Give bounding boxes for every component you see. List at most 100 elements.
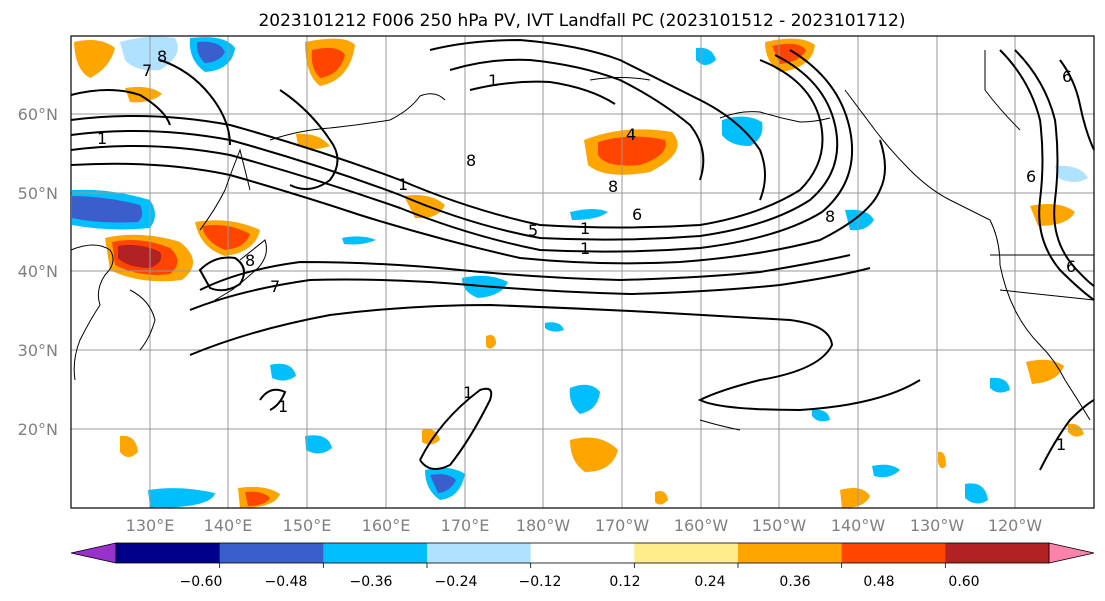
colorbar-tick-label: −0.48	[265, 574, 308, 590]
negative-anomaly-region	[545, 322, 564, 332]
contour-label: 8	[825, 207, 835, 226]
positive-anomaly-region	[120, 435, 138, 457]
colorbar-tick-label: 0.36	[779, 574, 810, 590]
colorbar-frame	[115, 542, 1050, 564]
negative-anomaly-region	[148, 488, 215, 508]
figure-title: 2023101212 F006 250 hPa PV, IVT Landfall…	[258, 11, 905, 31]
contour-label: 7	[142, 61, 152, 80]
contour-label: 6	[1062, 67, 1072, 86]
colorbar-segment	[219, 543, 324, 563]
negative-anomaly-region	[570, 209, 608, 220]
colorbar-tick-label: 0.12	[609, 574, 640, 590]
longitude-labels: 130°E 140°E 150°E 160°E 170°E 180°W 170°…	[126, 516, 1043, 535]
contour-label: 1	[488, 71, 498, 90]
colorbar-segment	[634, 543, 739, 563]
lon-label: 160°W	[674, 516, 729, 535]
negative-anomaly-core	[196, 41, 225, 63]
negative-anomaly-core	[72, 196, 143, 223]
lon-label: 150°W	[752, 516, 807, 535]
positive-anomaly-region	[296, 133, 330, 149]
contour-label: 1	[580, 239, 590, 258]
contour-label: 5	[528, 221, 538, 240]
colorbar: −0.60 −0.48 −0.36 −0.24 −0.12 0.12 0.24 …	[70, 542, 1095, 590]
contour-label: 1	[278, 397, 288, 416]
lon-label: 120°W	[988, 516, 1043, 535]
negative-anomaly-core	[430, 474, 456, 493]
colorbar-segment	[945, 543, 1050, 563]
positive-anomaly-region	[938, 451, 946, 469]
contour-label: 4	[626, 125, 636, 144]
coastlines	[70, 50, 1095, 431]
positive-anomaly-core	[311, 47, 345, 78]
contour-label: 1	[463, 383, 473, 402]
lon-label: 170°E	[441, 516, 490, 535]
colorbar-segment	[530, 543, 635, 563]
positive-anomaly-region	[1030, 204, 1075, 226]
colorbar-extend-max	[1048, 542, 1095, 564]
negative-anomaly-region	[845, 209, 874, 231]
lon-label: 130°W	[910, 516, 965, 535]
colorbar-tick-label: −0.12	[519, 574, 562, 590]
contour-label: 6	[632, 205, 642, 224]
map-frame	[70, 35, 1095, 509]
shaded-anomalies	[72, 36, 1088, 508]
contour-label: 8	[157, 47, 167, 66]
positive-anomaly-core	[202, 225, 250, 250]
gridlines	[71, 36, 1094, 508]
contour-label: 1	[580, 219, 590, 238]
contour-label: 6	[1066, 257, 1076, 276]
contour-label: 1	[398, 175, 408, 194]
positive-anomaly-region	[1068, 423, 1084, 437]
lat-label: 50°N	[18, 184, 58, 203]
map-panel: 1 8 7 1 1 4 8 1 8 5 1 6 8 7 8 6 1 6 6 1 …	[70, 35, 1095, 509]
pv-contours	[70, 38, 1095, 471]
lon-label: 130°E	[126, 516, 175, 535]
lon-label: 150°E	[283, 516, 332, 535]
colorbar-tick-label: −0.24	[435, 574, 478, 590]
colorbar-segment	[116, 543, 221, 563]
colorbar-tick-label: 0.24	[694, 574, 725, 590]
positive-anomaly-region	[74, 40, 115, 78]
negative-anomaly-region	[569, 384, 600, 414]
colorbar-tick-label: 0.48	[863, 574, 894, 590]
positive-anomaly-region	[1026, 359, 1064, 384]
lon-label: 140°W	[831, 516, 886, 535]
contour-label: 1	[97, 129, 107, 148]
lat-label: 20°N	[18, 420, 58, 439]
lat-label: 40°N	[18, 262, 58, 281]
colorbar-extend-min	[70, 542, 117, 564]
colorbar-tick-label: −0.60	[180, 574, 223, 590]
contour-labels: 1 8 7 1 1 4 8 1 8 5 1 6 8 7 8 6 1 6 6 1 …	[97, 47, 1076, 454]
negative-anomaly-region	[872, 464, 900, 478]
latitude-labels: 60°N 50°N 40°N 30°N 20°N	[18, 105, 58, 439]
contour-label: 8	[245, 251, 255, 270]
positive-anomaly-core	[598, 136, 666, 166]
colorbar-segment	[323, 543, 428, 563]
positive-anomaly-region	[125, 86, 162, 103]
negative-anomaly-region	[305, 435, 332, 454]
colorbar-segment	[841, 543, 946, 563]
positive-anomaly-region	[840, 488, 870, 508]
contour-label: 8	[608, 177, 618, 196]
contour-label: 6	[1026, 167, 1036, 186]
positive-anomaly-region	[486, 335, 496, 349]
lon-label: 160°E	[362, 516, 411, 535]
lon-label: 170°W	[595, 516, 650, 535]
colorbar-segment	[738, 543, 843, 563]
negative-anomaly-region	[990, 377, 1010, 393]
lat-label: 60°N	[18, 105, 58, 124]
colorbar-tick-label: 0.60	[948, 574, 979, 590]
negative-anomaly-region	[965, 483, 988, 504]
lat-label: 30°N	[18, 341, 58, 360]
positive-anomaly-region	[655, 491, 668, 505]
lon-label: 140°E	[204, 516, 253, 535]
colorbar-tick-label: −0.36	[350, 574, 393, 590]
negative-anomaly-region	[270, 363, 296, 381]
contour-label: 7	[270, 277, 280, 296]
negative-anomaly-region	[812, 409, 830, 422]
negative-anomaly-region	[342, 236, 376, 245]
positive-anomaly-core	[245, 491, 270, 506]
positive-anomaly-region	[570, 437, 618, 472]
negative-anomaly-region	[1055, 165, 1088, 182]
colorbar-segment	[427, 543, 532, 563]
